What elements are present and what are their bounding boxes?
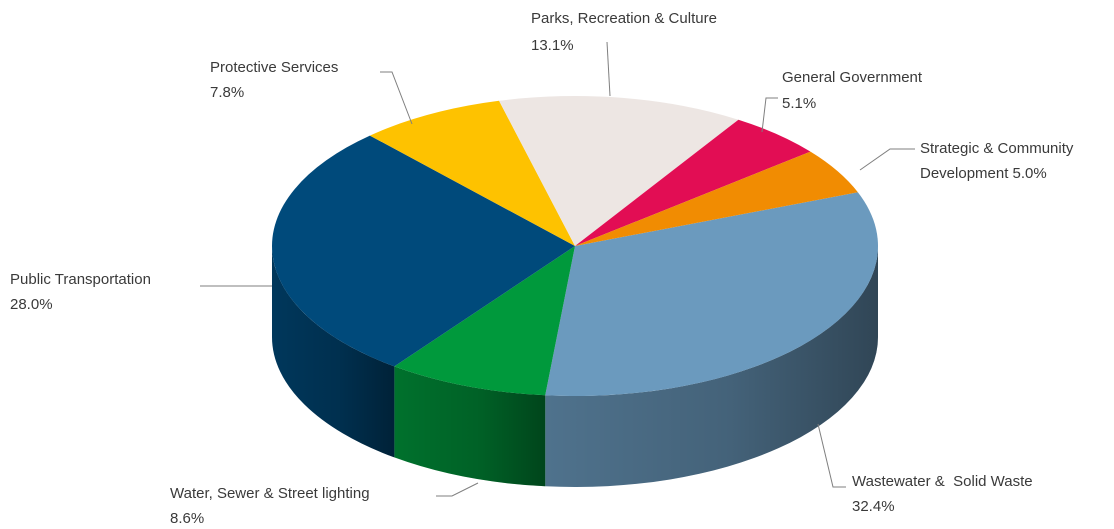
label-parks-name: Parks, Recreation & Culture xyxy=(531,10,717,27)
leader-line-general xyxy=(761,97,778,133)
pie-slice-strategic-community-development xyxy=(575,151,858,246)
label-public-name: Public Transportation xyxy=(10,271,151,288)
pie-slice-water-sewer-street-lighting xyxy=(394,246,575,396)
pie-slice-public-transportation xyxy=(272,135,575,367)
pie-slice-parks-recreation-culture xyxy=(499,96,739,246)
leader-lines xyxy=(200,41,915,497)
label-water-value: 8.6% xyxy=(170,510,204,527)
pie-slice-wastewater-solid-waste xyxy=(545,192,878,396)
label-strategic-name: Strategic & Community xyxy=(920,140,1074,157)
pie-slice-general-government xyxy=(575,119,811,246)
label-public-value: 28.0% xyxy=(10,296,53,313)
label-wastewater-name: Wastewater & Solid Waste xyxy=(852,473,1033,490)
label-general-value: 5.1% xyxy=(782,95,816,112)
label-protective-value: 7.8% xyxy=(210,84,244,101)
label-water-name: Water, Sewer & Street lighting xyxy=(170,485,370,502)
label-strategic-value: Development 5.0% xyxy=(920,165,1047,182)
leader-line-strategic xyxy=(859,148,915,171)
pie-slice-protective-services xyxy=(369,100,575,246)
label-protective-name: Protective Services xyxy=(210,59,338,76)
slice-labels: Parks, Recreation & Culture 13.1% Protec… xyxy=(10,10,1074,527)
pie-sides xyxy=(272,246,878,487)
leader-line-protective xyxy=(380,71,413,125)
leader-line-water xyxy=(436,482,479,497)
pie-tops xyxy=(272,96,878,396)
pie-side-shade-water-sewer-street-lighting xyxy=(394,366,546,487)
leader-line-parks xyxy=(606,41,611,97)
label-parks-value: 13.1% xyxy=(531,37,574,54)
leader-line-wastewater xyxy=(817,423,846,488)
pie-side-shade-public-transportation xyxy=(272,246,395,458)
pie-side-shade-wastewater-solid-waste xyxy=(545,246,878,487)
label-general-name: General Government xyxy=(782,69,923,86)
label-wastewater-value: 32.4% xyxy=(852,498,895,515)
